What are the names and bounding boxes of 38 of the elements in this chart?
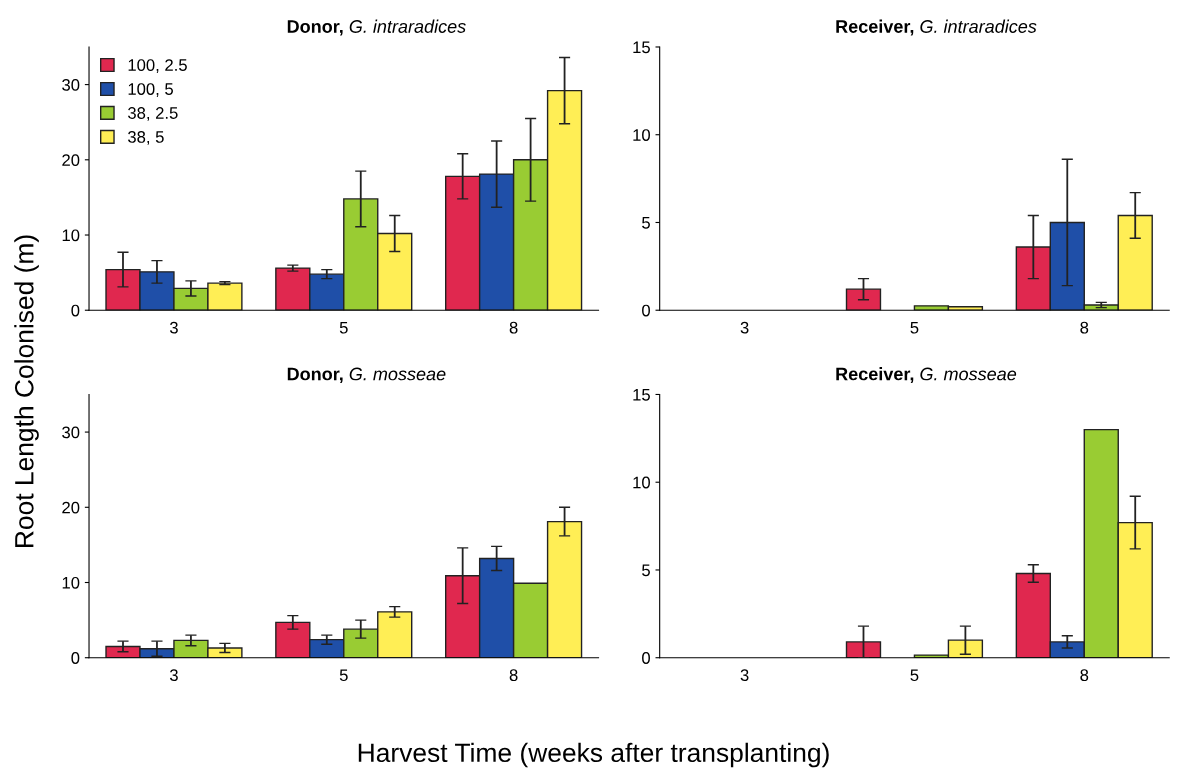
x-tick-label: 5 [910,669,919,682]
x-tick-label: 5 [339,321,348,334]
y-tick-label: 10 [62,576,80,589]
x-tick-label: 8 [509,321,518,334]
x-tick-label: 5 [339,669,348,682]
y-tick-label: 10 [62,229,80,242]
y-tick-label: 15 [633,389,650,401]
y-tick-label: 5 [642,564,650,577]
chart-title: Receiver, G. intraradices [836,19,1037,36]
x-tick-label: 5 [910,321,919,334]
y-tick-label: 30 [62,78,80,91]
chart-title: Receiver, G. mosseae [836,367,1017,383]
legend-label: 38, 2.5 [127,107,178,121]
x-tick-label: 8 [1080,321,1089,334]
y-tick-label: 0 [71,304,80,317]
legend-label: 38, 5 [127,131,164,145]
x-tick-label: 8 [1080,669,1089,682]
x-tick-label: 3 [740,321,749,334]
x-tick-label: 8 [509,669,518,682]
chart-title: Donor, G. intraradices [287,19,466,36]
x-tick-label: 3 [740,669,749,682]
y-axis-title: Root Length Colonised (m) [14,235,39,548]
y-tick-label: 0 [642,652,650,664]
y-tick-label: 10 [633,129,650,141]
y-tick-label: 20 [62,154,80,166]
chart-title: Donor, G. mosseae [287,367,446,383]
y-tick-label: 5 [642,217,650,229]
x-tick-label: 3 [169,669,178,682]
y-tick-label: 0 [71,652,80,664]
y-tick-label: 0 [642,304,650,317]
x-axis-title: Harvest Time (weeks after transplanting) [358,742,829,768]
x-tick-label: 3 [169,321,178,334]
y-tick-label: 10 [633,476,650,489]
legend-label: 100, 2.5 [128,59,187,73]
y-tick-label: 15 [633,41,650,54]
y-tick-label: 20 [62,501,80,514]
legend-label: 100, 5 [128,83,173,97]
y-tick-label: 30 [62,426,80,439]
